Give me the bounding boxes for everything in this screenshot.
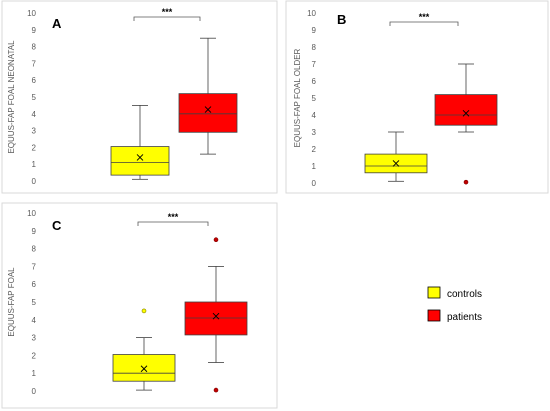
legend-label-controls: controls bbox=[447, 289, 482, 300]
y-tick-label: 5 bbox=[32, 93, 37, 102]
y-tick-label: 4 bbox=[312, 111, 317, 120]
y-tick-label: 9 bbox=[32, 227, 37, 236]
y-tick-label: 0 bbox=[32, 387, 37, 396]
y-tick-label: 8 bbox=[32, 43, 37, 52]
significance-label: *** bbox=[168, 212, 179, 222]
y-axis-label: EQUUS-FAP FOAL bbox=[7, 267, 16, 337]
box-body bbox=[112, 354, 176, 382]
mean-marker bbox=[140, 365, 148, 373]
y-axis-label: EQUUS-FAP FOAL NEONATAL bbox=[7, 40, 16, 154]
y-tick-label: 6 bbox=[32, 280, 37, 289]
outlier-point bbox=[213, 387, 219, 393]
y-tick-label: 7 bbox=[312, 60, 317, 69]
significance-label: *** bbox=[419, 12, 430, 22]
y-tick-label: 5 bbox=[312, 94, 317, 103]
y-tick-label: 9 bbox=[32, 26, 37, 35]
y-tick-label: 7 bbox=[32, 59, 37, 68]
y-tick-label: 2 bbox=[312, 145, 317, 154]
y-axis-label: EQUUS-FAP FOAL OLDER bbox=[293, 48, 302, 147]
y-tick-label: 10 bbox=[307, 9, 316, 18]
y-tick-label: 1 bbox=[32, 160, 37, 169]
panel-label: A bbox=[52, 16, 62, 31]
y-tick-label: 2 bbox=[32, 143, 37, 152]
legend-label-patients: patients bbox=[447, 312, 482, 323]
legend: controls patients bbox=[427, 286, 482, 323]
panel-c: C 0 1 2 3 4 5 6 7 8 9 10 EQUUS-FAP FOAL *** bbox=[7, 209, 248, 396]
box-patients bbox=[184, 237, 248, 393]
box-patients bbox=[178, 37, 238, 155]
y-tick-label: 6 bbox=[312, 77, 317, 86]
y-tick-label: 9 bbox=[312, 26, 317, 35]
box-body bbox=[184, 301, 248, 336]
significance-bracket bbox=[137, 221, 209, 226]
mean-marker bbox=[392, 160, 400, 167]
box-body bbox=[110, 146, 170, 176]
y-tick-label: 3 bbox=[312, 128, 317, 137]
significance-bracket bbox=[389, 21, 459, 26]
mean-marker bbox=[212, 312, 220, 320]
significance-bracket bbox=[133, 16, 201, 21]
y-tick-label: 1 bbox=[312, 162, 317, 171]
y-tick-label: 8 bbox=[312, 43, 317, 52]
y-tick-label: 10 bbox=[27, 209, 36, 218]
y-tick-label: 4 bbox=[32, 316, 37, 325]
mean-marker bbox=[204, 106, 212, 113]
y-tick-label: 1 bbox=[32, 369, 37, 378]
y-tick-label: 10 bbox=[27, 9, 36, 18]
panel-b: B 0 1 2 3 4 5 6 7 8 9 10 EQUUS-FAP FOAL OLDER *** bbox=[293, 9, 498, 188]
box-controls bbox=[110, 105, 170, 180]
box-controls bbox=[112, 308, 176, 391]
y-tick-label: 7 bbox=[32, 262, 37, 271]
y-tick-label: 3 bbox=[32, 334, 37, 343]
outlier-point bbox=[213, 237, 219, 242]
box-patients bbox=[434, 63, 498, 185]
y-tick-label: 8 bbox=[32, 245, 37, 254]
y-tick-label: 6 bbox=[32, 76, 37, 85]
mean-marker bbox=[136, 154, 144, 161]
y-tick-label: 2 bbox=[32, 351, 37, 360]
outlier-point bbox=[463, 179, 469, 185]
y-tick-label: 4 bbox=[32, 110, 37, 119]
panel-label: B bbox=[337, 12, 346, 27]
box-controls bbox=[364, 131, 428, 182]
panel-label: C bbox=[52, 218, 62, 233]
y-tick-label: 5 bbox=[32, 298, 37, 307]
y-tick-label: 0 bbox=[312, 179, 317, 188]
mean-marker bbox=[462, 109, 470, 117]
legend-swatch-controls bbox=[427, 286, 441, 299]
significance-label: *** bbox=[162, 7, 173, 17]
legend-swatch-patients bbox=[427, 309, 441, 322]
box-body bbox=[434, 94, 498, 126]
y-tick-label: 3 bbox=[32, 127, 37, 136]
y-tick-label: 0 bbox=[32, 177, 37, 186]
outlier-point bbox=[141, 308, 147, 314]
panel-a: A 0 1 2 3 4 5 6 7 8 9 10 EQUUS-FAP FOAL NEONATAL *** bbox=[7, 7, 238, 186]
box-body bbox=[178, 93, 238, 133]
